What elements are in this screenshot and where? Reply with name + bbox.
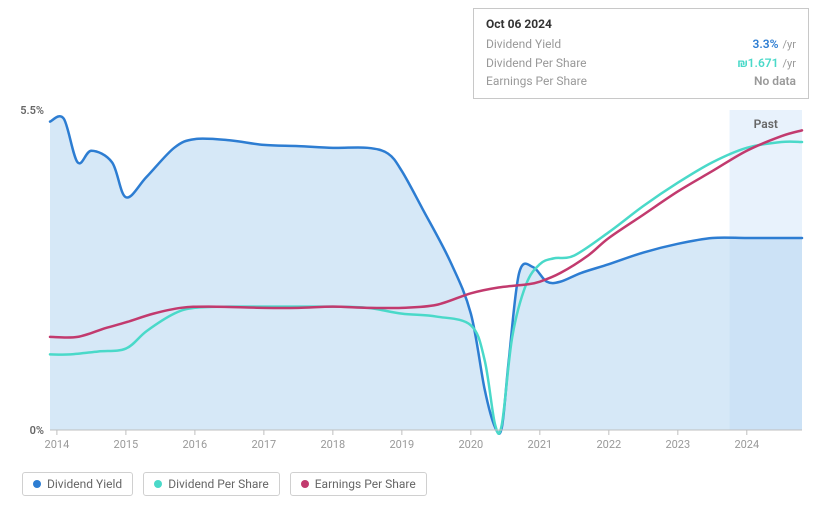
x-tick-label: 2018 — [320, 438, 345, 451]
tooltip-row: Earnings Per Share No data — [486, 72, 796, 90]
tooltip-value: ₪1.671/yr — [737, 54, 796, 73]
tooltip-key: Earnings Per Share — [486, 72, 587, 90]
legend-dot — [301, 480, 309, 488]
tooltip-row: Dividend Per Share ₪1.671/yr — [486, 54, 796, 73]
legend: Dividend Yield Dividend Per Share Earnings… — [22, 472, 427, 496]
legend-dot — [33, 480, 41, 488]
y-tick-label: 5.5% — [20, 104, 44, 117]
x-tick-label: 2020 — [458, 438, 483, 451]
past-label: Past — [754, 117, 778, 131]
legend-item[interactable]: Dividend Per Share — [143, 472, 280, 496]
x-tick-label: 2024 — [734, 438, 759, 451]
tooltip-value: 3.3%/yr — [753, 35, 796, 54]
tooltip-value: No data — [754, 72, 796, 90]
legend-label: Earnings Per Share — [315, 477, 416, 491]
series-area-dividend_yield — [50, 116, 802, 434]
x-tick-label: 2022 — [596, 438, 621, 451]
x-tick-label: 2014 — [45, 438, 70, 451]
x-tick-label: 2017 — [252, 438, 277, 451]
legend-item[interactable]: Dividend Yield — [22, 472, 133, 496]
tooltip-key: Dividend Yield — [486, 35, 561, 54]
tooltip-date: Oct 06 2024 — [486, 17, 796, 31]
tooltip-row: Dividend Yield 3.3%/yr — [486, 35, 796, 54]
x-tick-label: 2019 — [389, 438, 414, 451]
y-tick-label: 0% — [30, 424, 44, 437]
x-tick-label: 2021 — [527, 438, 552, 451]
legend-dot — [154, 480, 162, 488]
x-tick-label: 2015 — [114, 438, 139, 451]
legend-item[interactable]: Earnings Per Share — [290, 472, 427, 496]
tooltip-key: Dividend Per Share — [486, 54, 587, 73]
x-tick-label: 2016 — [183, 438, 208, 451]
tooltip-rows: Dividend Yield 3.3%/yr Dividend Per Share ₪… — [486, 35, 796, 90]
legend-label: Dividend Yield — [47, 477, 122, 491]
legend-label: Dividend Per Share — [168, 477, 269, 491]
x-tick-label: 2023 — [665, 438, 690, 451]
tooltip-panel: Oct 06 2024 Dividend Yield3.3%/yrDividen… — [473, 8, 809, 99]
